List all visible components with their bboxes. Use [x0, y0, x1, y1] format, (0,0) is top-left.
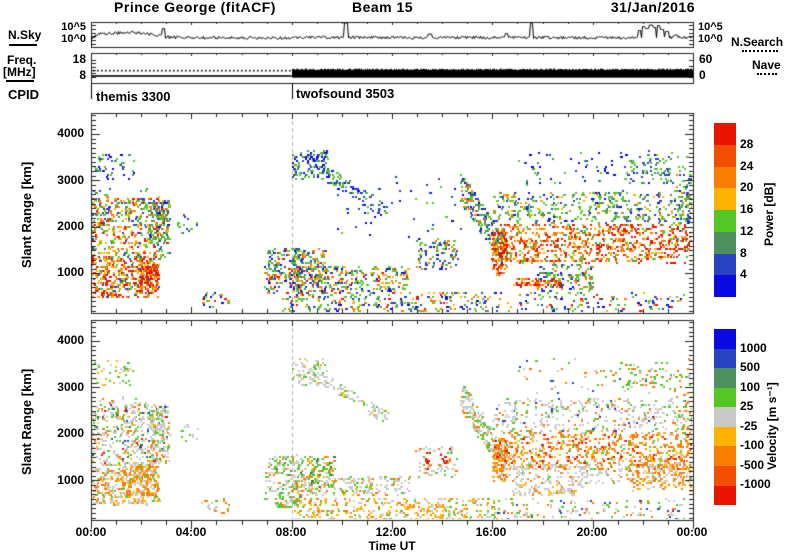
velocity-colorbar [714, 329, 736, 506]
power-cbar-16: 16 [740, 202, 754, 216]
power-ytick-2000: 2000 [57, 219, 84, 233]
power-cbar-24: 24 [740, 159, 754, 173]
vel-cbar-m1000: -1000 [740, 477, 771, 491]
velocity-ytick-4000: 4000 [57, 333, 84, 347]
power-colorbar-segment [714, 188, 736, 210]
vel-cbar-100: 100 [740, 380, 761, 394]
power-cbar-20: 20 [740, 180, 754, 194]
power-ytick-1000: 1000 [57, 265, 84, 279]
vel-cbar-25: 25 [740, 399, 754, 413]
nsky-right-ytick-top: 10^5 [698, 21, 723, 33]
nave-right-tick-top: 60 [699, 52, 713, 66]
velocity-colorbar-segment [714, 329, 736, 349]
velocity-colorbar-segment [714, 426, 736, 447]
freq-units-label: [MHz] [3, 65, 36, 79]
power-cbar-28: 28 [740, 137, 754, 151]
velocity-colorbar-segment [714, 368, 736, 388]
power-ytick-4000: 4000 [57, 126, 84, 140]
xtick-0800: 08:00 [275, 525, 307, 539]
velocity-colorbar-segment [714, 407, 736, 427]
velocity-ytick-3000: 3000 [57, 380, 84, 394]
power-ytick-3000: 3000 [57, 173, 84, 187]
power-colorbar-segment [714, 231, 736, 254]
page-title: Prince George (fitACF) [114, 0, 276, 15]
xtick-1600: 16:00 [475, 525, 507, 539]
cpid-label: CPID [8, 87, 40, 102]
xtick-1200: 12:00 [375, 525, 407, 539]
freq-solid-line-sample [6, 80, 34, 82]
nsky-solid-line-sample [9, 44, 37, 46]
velocity-colorbar-segment [714, 446, 736, 466]
vel-cbar-500: 500 [740, 360, 761, 374]
velocity-cbar-title: Velocity [m s⁻¹] [765, 382, 779, 470]
power-cbar-title: Power [dB] [762, 182, 776, 246]
velocity-colorbar-segment [714, 348, 736, 369]
nsky-label: N.Sky [8, 28, 42, 42]
vel-cbar-m100: -100 [740, 438, 765, 452]
nsky-ytick-bottom: 10^0 [61, 33, 86, 45]
velocity-yaxis-title: Slant Range [km] [19, 368, 34, 475]
nsky-ytick-top: 10^5 [61, 21, 86, 33]
nsearch-label: N.Search [731, 35, 784, 49]
velocity-colorbar-segment [714, 387, 736, 408]
xtick-0000b: 00:00 [676, 525, 708, 539]
vel-cbar-m500: -500 [740, 458, 765, 472]
power-cbar-4: 4 [740, 267, 747, 281]
power-colorbar-segment [714, 253, 736, 276]
power-cbar-12: 12 [740, 224, 754, 238]
nsearch-dotted-line-sample [742, 50, 778, 52]
freq-ytick-top: 18 [72, 52, 86, 66]
nave-dotted-line-sample [757, 73, 777, 75]
power-colorbar-segment [714, 144, 736, 167]
nsky-right-ytick-bottom: 10^0 [698, 33, 723, 45]
nave-right-tick-bottom: 0 [699, 68, 706, 82]
date-label: 31/Jan/2016 [610, 0, 695, 15]
velocity-colorbar-segment [714, 485, 736, 506]
nave-label: Nave [752, 58, 781, 72]
xtick-0000a: 00:00 [75, 525, 107, 539]
velocity-colorbar-segment [714, 465, 736, 486]
velocity-ytick-1000: 1000 [57, 473, 84, 487]
power-colorbar-segment [714, 123, 736, 145]
vel-cbar-1000: 1000 [740, 341, 767, 355]
vel-cbar-m25: -25 [740, 419, 758, 433]
cpid-program-twofsound: twofsound 3503 [296, 86, 395, 101]
cpid-program-themis: themis 3300 [96, 89, 171, 104]
power-colorbar-segment [714, 210, 736, 232]
xtick-2000: 20:00 [576, 525, 608, 539]
power-cbar-8: 8 [740, 246, 747, 260]
power-colorbar-segment [714, 166, 736, 189]
power-colorbar-segment [714, 275, 736, 297]
power-yaxis-title: Slant Range [km] [19, 161, 34, 268]
power-colorbar [714, 123, 736, 297]
xtick-0400: 04:00 [175, 525, 207, 539]
freq-ytick-bottom: 8 [79, 68, 86, 82]
freq-label: Freq. [7, 53, 37, 67]
xaxis-title: Time UT [368, 539, 416, 553]
beam-label: Beam 15 [351, 0, 414, 15]
velocity-ytick-2000: 2000 [57, 426, 84, 440]
